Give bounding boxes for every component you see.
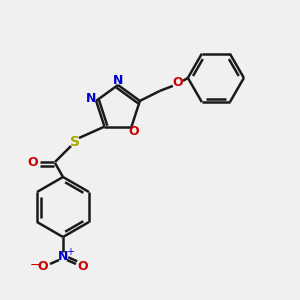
Text: S: S bbox=[70, 135, 80, 149]
Text: O: O bbox=[172, 76, 183, 89]
Text: O: O bbox=[78, 260, 88, 274]
Text: O: O bbox=[28, 155, 38, 169]
Text: N: N bbox=[58, 250, 68, 263]
Text: −: − bbox=[30, 259, 40, 272]
Text: +: + bbox=[66, 247, 74, 257]
Text: N: N bbox=[86, 92, 96, 105]
Text: O: O bbox=[128, 125, 139, 138]
Text: N: N bbox=[113, 74, 123, 86]
Text: O: O bbox=[38, 260, 48, 274]
